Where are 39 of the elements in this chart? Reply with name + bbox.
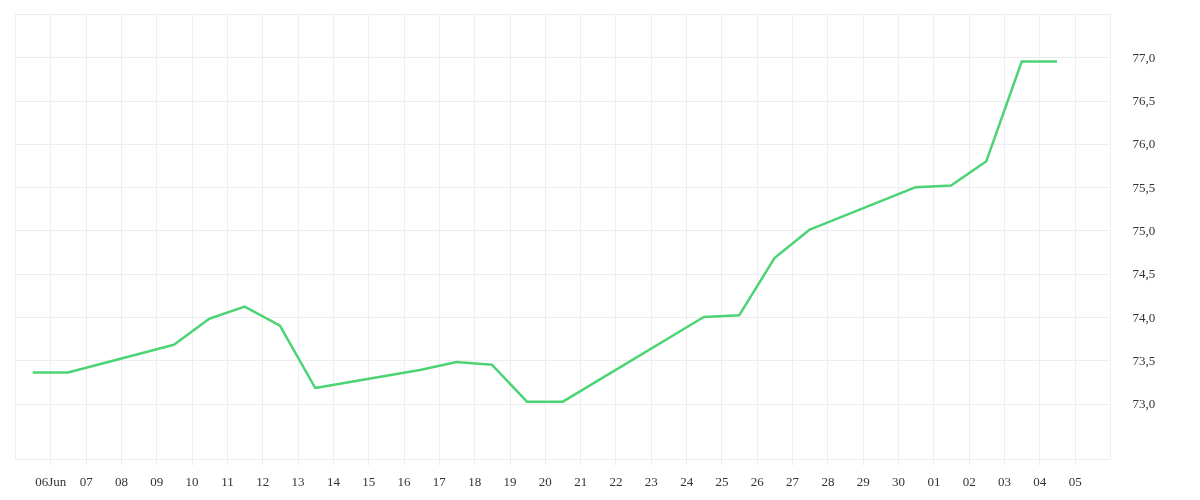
- x-tick-label: 01: [927, 473, 941, 489]
- x-tick-label: 28: [821, 473, 835, 489]
- y-tick-label: 73,0: [1132, 396, 1156, 412]
- y-tick-label: 75,0: [1132, 222, 1156, 238]
- y-tick-label: 76,0: [1132, 136, 1156, 152]
- x-tick-label: 03: [998, 473, 1012, 489]
- x-tick-label: 23: [644, 473, 658, 489]
- x-tick-label: 30: [892, 473, 906, 489]
- x-tick-label: 29: [856, 473, 870, 489]
- x-tick-label: 14: [326, 473, 341, 489]
- x-tick-label: 11: [221, 473, 234, 489]
- x-tick-label: 16: [397, 473, 412, 489]
- x-tick-label: 04: [1033, 473, 1047, 489]
- x-tick-label: 07: [79, 473, 94, 489]
- y-tick-label: 75,5: [1132, 179, 1156, 195]
- x-tick-label: 08: [114, 473, 128, 489]
- x-tick-label: 20: [538, 473, 552, 489]
- x-tick-label: 05: [1068, 473, 1082, 489]
- x-tick-label: 27: [786, 473, 800, 489]
- x-tick-label: 10: [185, 473, 199, 489]
- x-tick-label: 22: [609, 473, 623, 489]
- x-tick-label: 18: [468, 473, 482, 489]
- x-tick-label: 02: [962, 473, 976, 489]
- x-tick-label: 24: [680, 473, 694, 489]
- x-tick-label: 21: [574, 473, 588, 489]
- y-tick-label: 76,5: [1132, 93, 1156, 109]
- x-tick-label: 12: [256, 473, 270, 489]
- x-tick-label: 09: [150, 473, 164, 489]
- y-tick-label: 74,5: [1132, 266, 1156, 282]
- x-tick-label: 25: [715, 473, 729, 489]
- x-tick-label: 15: [362, 473, 376, 489]
- y-tick-label: 73,5: [1132, 352, 1156, 368]
- x-tick-label: 06Jun: [35, 473, 67, 489]
- y-tick-label: 77,0: [1132, 49, 1156, 65]
- x-tick-label: 13: [291, 473, 305, 489]
- x-tick-label: 17: [432, 473, 447, 489]
- x-tick-label: 26: [750, 473, 765, 489]
- x-tick-label: 19: [503, 473, 517, 489]
- y-tick-label: 74,0: [1132, 309, 1156, 325]
